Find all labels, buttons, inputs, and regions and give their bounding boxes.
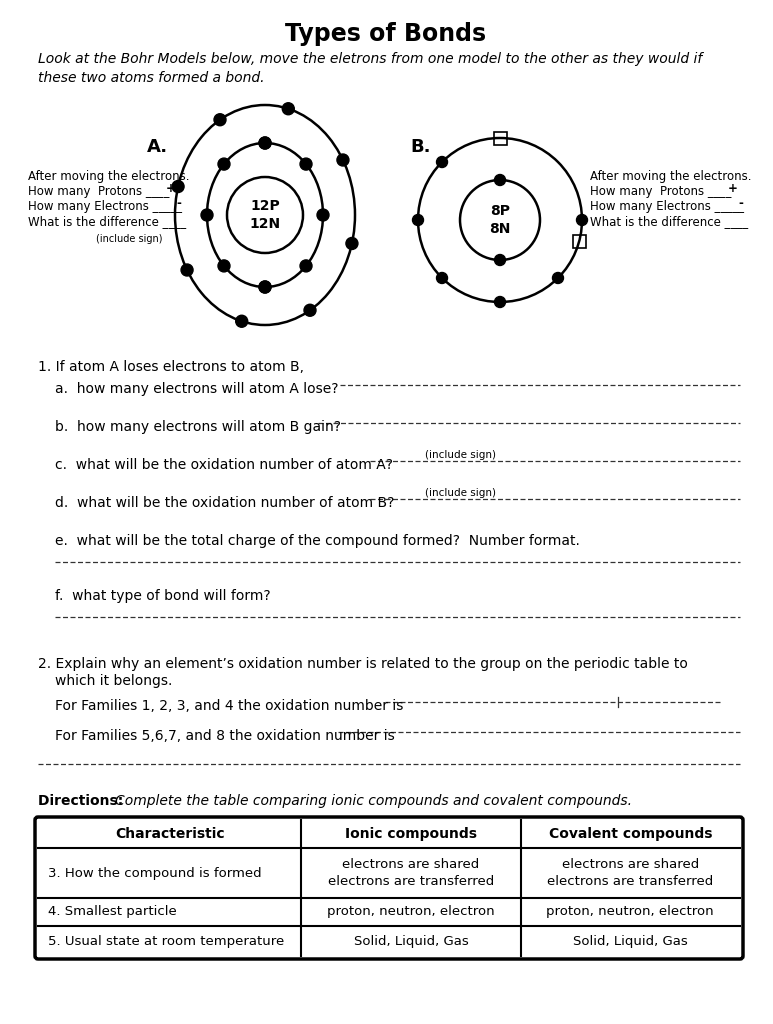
Text: Types of Bonds: Types of Bonds xyxy=(285,22,486,46)
Text: f.  what type of bond will form?: f. what type of bond will form? xyxy=(55,589,271,603)
Text: electrons are shared
electrons are transferred: electrons are shared electrons are trans… xyxy=(547,858,713,888)
Text: a.  how many electrons will atom A lose?: a. how many electrons will atom A lose? xyxy=(55,382,339,396)
Text: e.  what will be the total charge of the compound formed?  Number format.: e. what will be the total charge of the … xyxy=(55,534,580,548)
Circle shape xyxy=(259,137,271,150)
Text: 12P
12N: 12P 12N xyxy=(250,200,281,230)
Text: How many  Protons ____: How many Protons ____ xyxy=(590,185,731,198)
Text: d.  what will be the oxidation number of atom B?: d. what will be the oxidation number of … xyxy=(55,496,394,510)
Circle shape xyxy=(218,260,230,272)
Text: -: - xyxy=(738,197,743,210)
Text: Characteristic: Characteristic xyxy=(115,827,224,841)
Circle shape xyxy=(201,209,213,221)
Text: 1. If atom A loses electrons to atom B,: 1. If atom A loses electrons to atom B, xyxy=(38,360,304,374)
Circle shape xyxy=(300,260,312,272)
Text: How many Electrons _____: How many Electrons _____ xyxy=(28,200,182,213)
Circle shape xyxy=(218,158,230,170)
Text: 5. Usual state at room temperature: 5. Usual state at room temperature xyxy=(48,935,284,947)
Circle shape xyxy=(577,214,587,225)
Circle shape xyxy=(337,154,349,166)
Text: Ionic compounds: Ionic compounds xyxy=(345,827,477,841)
Text: What is the difference ____: What is the difference ____ xyxy=(590,215,748,228)
Circle shape xyxy=(495,297,506,307)
Text: Covalent compounds: Covalent compounds xyxy=(549,827,712,841)
Text: How many  Protons ____: How many Protons ____ xyxy=(28,185,169,198)
Circle shape xyxy=(236,315,247,328)
Circle shape xyxy=(259,281,271,293)
Text: For Families 1, 2, 3, and 4 the oxidation number is: For Families 1, 2, 3, and 4 the oxidatio… xyxy=(55,699,404,713)
Circle shape xyxy=(437,157,448,168)
Text: What is the difference ____: What is the difference ____ xyxy=(28,215,186,228)
Text: Complete the table comparing ionic compounds and covalent compounds.: Complete the table comparing ionic compo… xyxy=(115,794,632,808)
Circle shape xyxy=(282,102,295,115)
Circle shape xyxy=(304,304,316,316)
Circle shape xyxy=(181,264,193,276)
Text: proton, neutron, electron: proton, neutron, electron xyxy=(547,905,714,919)
Text: Solid, Liquid, Gas: Solid, Liquid, Gas xyxy=(573,935,688,947)
Text: Look at the Bohr Models below, move the eletrons from one model to the other as : Look at the Bohr Models below, move the … xyxy=(38,52,702,85)
Text: 4. Smallest particle: 4. Smallest particle xyxy=(48,905,177,919)
Circle shape xyxy=(214,114,226,126)
Text: 8P
8N: 8P 8N xyxy=(489,205,511,236)
Text: B.: B. xyxy=(410,138,431,156)
Text: electrons are shared
electrons are transferred: electrons are shared electrons are trans… xyxy=(328,858,494,888)
Circle shape xyxy=(259,137,271,150)
Text: How many Electrons _____: How many Electrons _____ xyxy=(590,200,744,213)
Circle shape xyxy=(495,255,506,265)
Text: proton, neutron, electron: proton, neutron, electron xyxy=(327,905,495,919)
Circle shape xyxy=(495,174,506,185)
Text: c.  what will be the oxidation number of atom A?: c. what will be the oxidation number of … xyxy=(55,458,393,472)
Text: which it belongs.: which it belongs. xyxy=(55,674,172,688)
Text: After moving the electrons.: After moving the electrons. xyxy=(28,170,189,183)
Circle shape xyxy=(259,281,271,293)
Text: After moving the electrons.: After moving the electrons. xyxy=(590,170,751,183)
Circle shape xyxy=(346,238,358,250)
Circle shape xyxy=(172,180,184,193)
Text: +: + xyxy=(728,182,738,195)
Text: (include sign): (include sign) xyxy=(96,234,162,244)
Text: Solid, Liquid, Gas: Solid, Liquid, Gas xyxy=(353,935,468,947)
Text: 3. How the compound is formed: 3. How the compound is formed xyxy=(48,866,261,880)
Circle shape xyxy=(300,158,312,170)
Text: (include sign): (include sign) xyxy=(425,450,496,460)
Text: A.: A. xyxy=(147,138,168,156)
Text: 2. Explain why an element’s oxidation number is related to the group on the peri: 2. Explain why an element’s oxidation nu… xyxy=(38,657,688,671)
Circle shape xyxy=(437,272,448,284)
Text: b.  how many electrons will atom B gain?: b. how many electrons will atom B gain? xyxy=(55,420,341,434)
Text: +: + xyxy=(166,182,176,195)
Text: (include sign): (include sign) xyxy=(425,488,496,498)
Circle shape xyxy=(413,214,424,225)
Text: For Families 5,6,7, and 8 the oxidation number is: For Families 5,6,7, and 8 the oxidation … xyxy=(55,729,395,743)
Circle shape xyxy=(553,272,564,284)
Circle shape xyxy=(317,209,329,221)
Text: -: - xyxy=(176,197,181,210)
Text: Directions:: Directions: xyxy=(38,794,128,808)
